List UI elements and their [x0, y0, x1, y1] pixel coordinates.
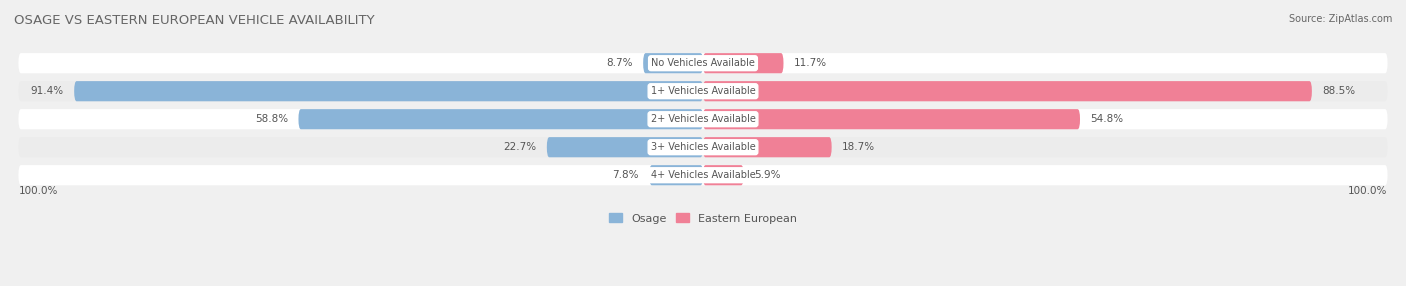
FancyBboxPatch shape [703, 109, 1080, 129]
Text: No Vehicles Available: No Vehicles Available [651, 58, 755, 68]
FancyBboxPatch shape [18, 53, 1388, 73]
FancyBboxPatch shape [703, 137, 832, 157]
FancyBboxPatch shape [643, 53, 703, 73]
Text: 11.7%: 11.7% [794, 58, 827, 68]
Text: 1+ Vehicles Available: 1+ Vehicles Available [651, 86, 755, 96]
Text: 3+ Vehicles Available: 3+ Vehicles Available [651, 142, 755, 152]
FancyBboxPatch shape [298, 109, 703, 129]
Text: 8.7%: 8.7% [606, 58, 633, 68]
FancyBboxPatch shape [18, 137, 1388, 157]
Text: 100.0%: 100.0% [18, 186, 58, 196]
Text: Source: ZipAtlas.com: Source: ZipAtlas.com [1288, 14, 1392, 24]
FancyBboxPatch shape [703, 81, 1312, 101]
FancyBboxPatch shape [703, 53, 783, 73]
Text: 7.8%: 7.8% [613, 170, 638, 180]
Text: 88.5%: 88.5% [1322, 86, 1355, 96]
FancyBboxPatch shape [703, 165, 744, 185]
Legend: Osage, Eastern European: Osage, Eastern European [605, 209, 801, 228]
FancyBboxPatch shape [75, 81, 703, 101]
Text: 54.8%: 54.8% [1090, 114, 1123, 124]
FancyBboxPatch shape [18, 81, 1388, 101]
Text: 2+ Vehicles Available: 2+ Vehicles Available [651, 114, 755, 124]
Text: 22.7%: 22.7% [503, 142, 537, 152]
FancyBboxPatch shape [547, 137, 703, 157]
Text: 91.4%: 91.4% [31, 86, 63, 96]
FancyBboxPatch shape [18, 109, 1388, 129]
Text: 4+ Vehicles Available: 4+ Vehicles Available [651, 170, 755, 180]
Text: OSAGE VS EASTERN EUROPEAN VEHICLE AVAILABILITY: OSAGE VS EASTERN EUROPEAN VEHICLE AVAILA… [14, 14, 374, 27]
FancyBboxPatch shape [18, 165, 1388, 185]
Text: 100.0%: 100.0% [1348, 186, 1388, 196]
Text: 18.7%: 18.7% [842, 142, 875, 152]
Text: 5.9%: 5.9% [754, 170, 780, 180]
FancyBboxPatch shape [650, 165, 703, 185]
Text: 58.8%: 58.8% [254, 114, 288, 124]
